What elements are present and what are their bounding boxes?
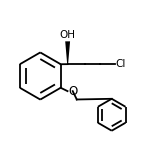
Text: Cl: Cl bbox=[116, 59, 126, 69]
Text: OH: OH bbox=[60, 30, 76, 40]
Polygon shape bbox=[65, 41, 70, 64]
Text: O: O bbox=[68, 85, 78, 98]
